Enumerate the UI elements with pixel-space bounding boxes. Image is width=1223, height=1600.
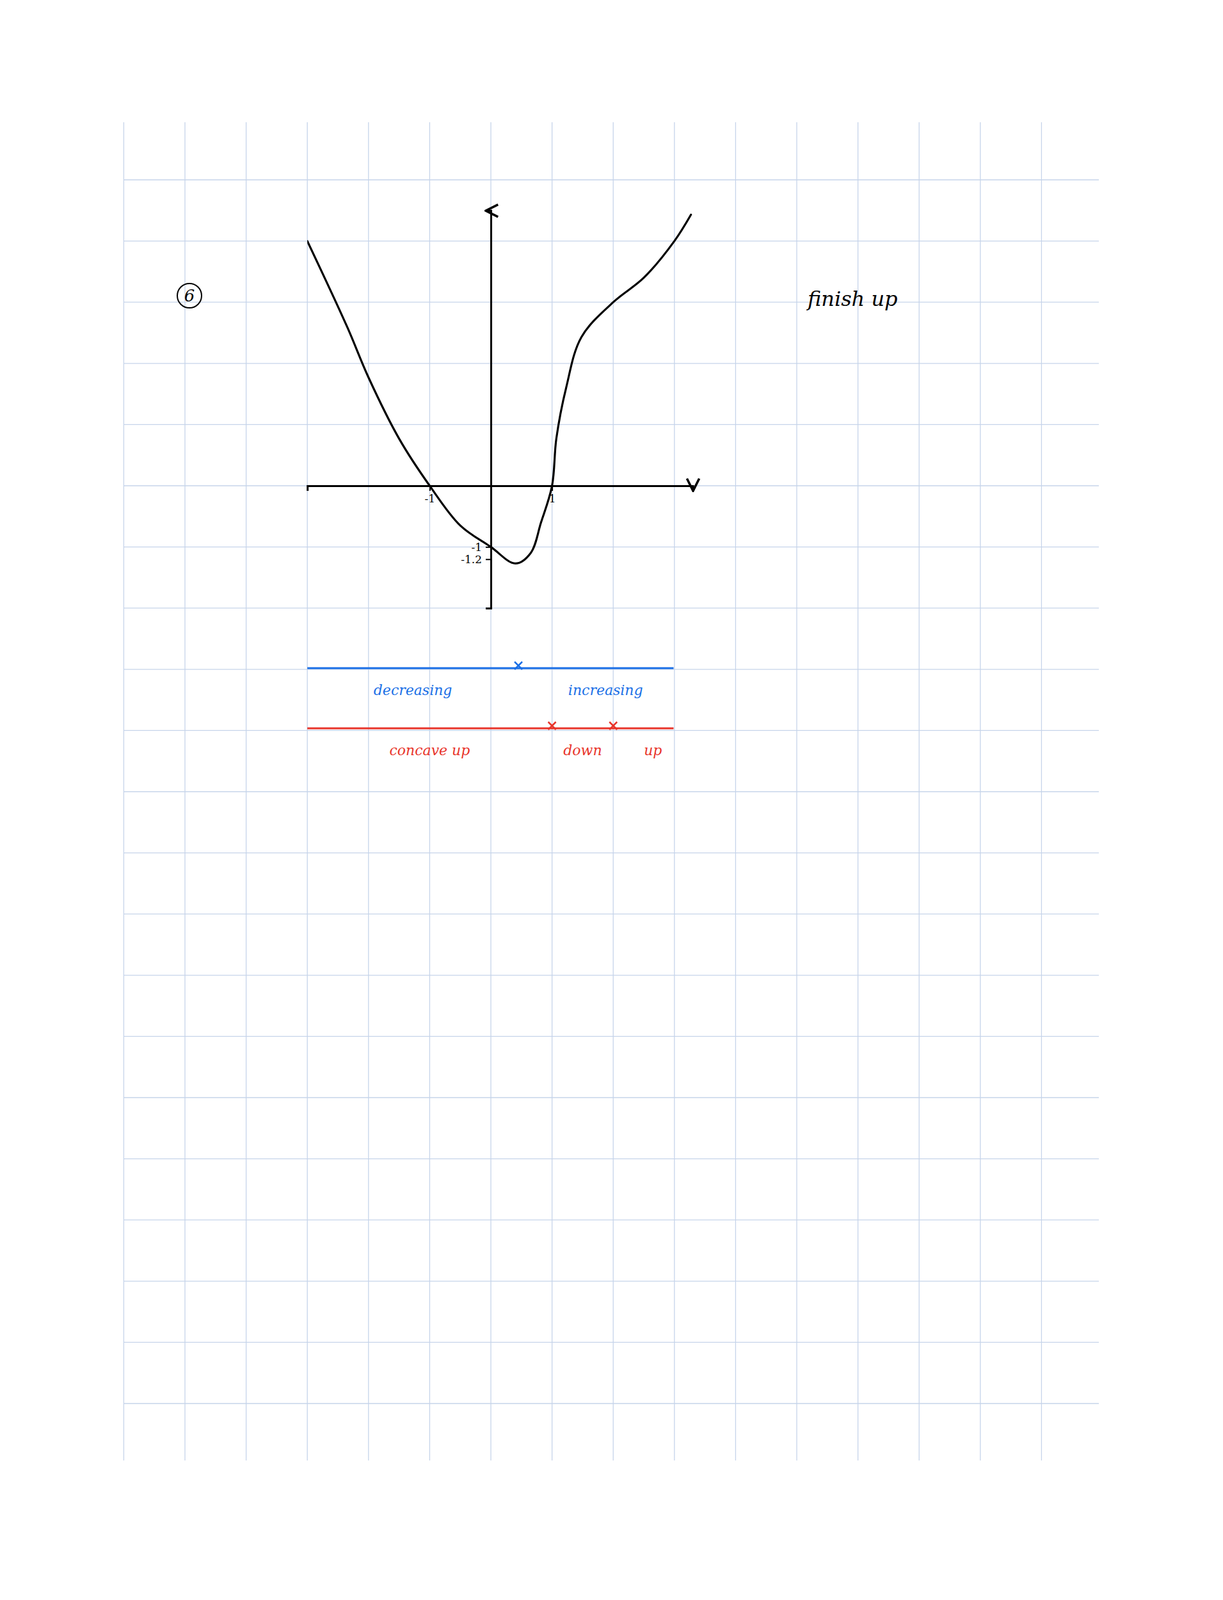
- paper-line: [124, 1280, 1099, 1282]
- paper-line: [124, 913, 1099, 915]
- sign-chart: decreasing increasing: [307, 661, 674, 699]
- sign-label: down: [563, 742, 602, 759]
- x-axis: -11: [307, 485, 694, 505]
- paper-line: [124, 974, 1099, 976]
- y-tick: -1: [471, 540, 491, 554]
- x-tick: -1: [424, 485, 436, 505]
- paper-line: [124, 1342, 1099, 1343]
- sign-chart: concave up down up: [307, 721, 674, 759]
- y-axis: -1-1.2: [460, 210, 491, 608]
- problem-number-text: 6: [184, 286, 196, 306]
- note: finish up: [806, 286, 898, 312]
- paper-line: [124, 546, 1099, 548]
- sign-label: increasing: [568, 682, 644, 699]
- paper-line: [124, 607, 1099, 609]
- paper-line: [124, 424, 1099, 425]
- paper-line: [124, 730, 1099, 731]
- y-tick-mark: [485, 558, 491, 560]
- paper-line: [124, 852, 1099, 854]
- number-circle: [177, 283, 202, 308]
- y-axis-line: [485, 210, 492, 608]
- paper-grid: [123, 122, 1099, 1461]
- sign-line: [307, 667, 674, 670]
- sign-change-mark: [609, 721, 617, 730]
- paper-line: [124, 362, 1099, 364]
- paper-line: [124, 791, 1099, 792]
- paper-line: [124, 1219, 1099, 1221]
- page: -11-1-1.26finish updecreasingincreasingc…: [0, 0, 1223, 1600]
- paper-line: [124, 1036, 1099, 1037]
- paper-line: [124, 179, 1099, 180]
- sign-line: [307, 727, 674, 730]
- paper-line: [124, 1402, 1099, 1404]
- paper-line: [124, 240, 1099, 242]
- paper-line: [124, 1096, 1099, 1098]
- problem-number: 6: [177, 283, 202, 308]
- sign-label: up: [643, 742, 662, 759]
- sign-change-mark: [514, 661, 523, 670]
- sign-label: concave up: [389, 742, 470, 759]
- sign-label: decreasing: [373, 682, 453, 699]
- sign-change-mark: [548, 721, 557, 730]
- paper-line: [124, 1158, 1099, 1160]
- y-tick-label: -1.2: [460, 552, 482, 566]
- y-tick-label: -1: [471, 540, 482, 554]
- x-axis-line: [307, 486, 694, 492]
- x-tick-label: -1: [424, 492, 436, 505]
- y-tick: -1.2: [460, 552, 491, 566]
- paper-line: [123, 122, 125, 1461]
- curve: [307, 214, 691, 564]
- plot-area: [307, 214, 691, 564]
